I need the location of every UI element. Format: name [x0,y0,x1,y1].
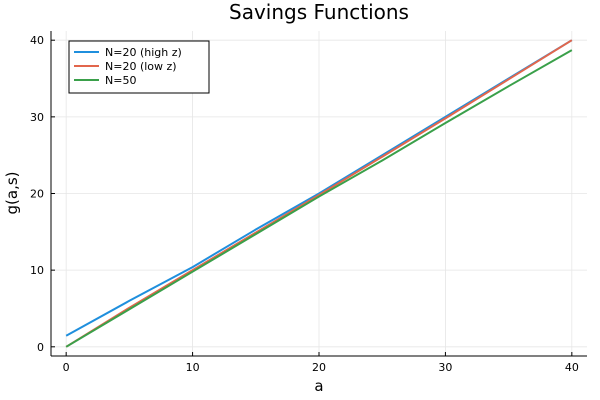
series-line-3 [65,49,573,348]
legend: N=20 (high z)N=20 (low z)N=50 [68,40,210,94]
series-line-2 [65,39,573,348]
x-tick-label: 0 [63,361,70,374]
legend-label-2: N=20 (low z) [105,60,177,73]
legend-label-3: N=50 [105,74,136,87]
series-lines [65,39,573,348]
x-tick-label: 30 [438,361,452,374]
x-tick-label: 10 [186,361,200,374]
legend-label-1: N=20 (high z) [105,46,182,59]
axes-frame [50,31,587,357]
y-tick-label: 30 [30,111,44,124]
y-tick-label: 0 [37,341,44,354]
chart-title: Savings Functions [229,0,409,24]
y-tick-label: 40 [30,34,44,47]
y-tick-label: 10 [30,264,44,277]
y-tick-label: 20 [30,188,44,201]
legend-box [68,40,210,94]
y-axis-label: g(a,s) [3,171,21,214]
x-tick-label: 40 [565,361,579,374]
x-axis-label: a [314,377,323,395]
tick-labels: 0 10 20 30 40 0 10 20 30 40 [30,34,579,374]
x-tick-label: 20 [312,361,326,374]
